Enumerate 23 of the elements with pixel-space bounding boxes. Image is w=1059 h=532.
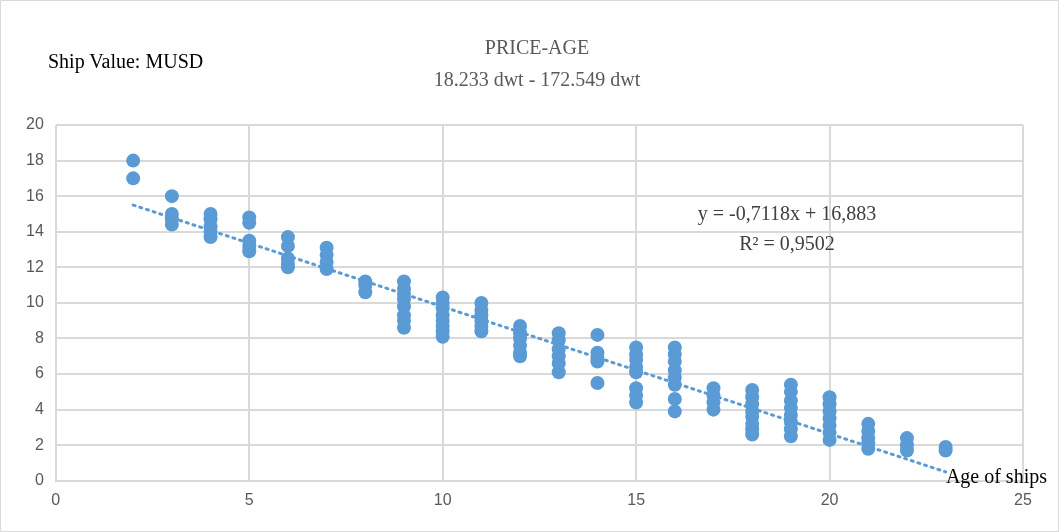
x-tick-label: 20 xyxy=(820,490,839,508)
y-tick-label: 14 xyxy=(26,222,44,240)
y-tick-label: 18 xyxy=(26,150,44,168)
x-tick-label: 15 xyxy=(627,490,646,508)
y-tick-label: 10 xyxy=(26,293,44,311)
y-tick-label: 8 xyxy=(34,328,44,346)
y-tick-label: 0 xyxy=(34,471,44,489)
y-tick-label: 2 xyxy=(34,435,44,453)
annotation: R² = 0,9502 xyxy=(739,232,835,254)
y-tick-label: 12 xyxy=(26,257,44,275)
y-tick-label: 6 xyxy=(34,364,44,382)
annotation: y = -0,7118x + 16,883 xyxy=(697,202,877,225)
y-tick-label: 20 xyxy=(26,115,44,133)
x-tick-label: 25 xyxy=(1014,490,1032,508)
x-tick-label: 5 xyxy=(244,490,254,508)
y-tick-label: 16 xyxy=(26,186,44,204)
x-axis-title: Age of ships xyxy=(945,464,1048,488)
y-axis-title: Ship Value: MUSD xyxy=(48,50,204,73)
x-tick-label: 0 xyxy=(51,490,61,508)
chart-subtitle: 18.233 dwt - 172.549 dwt xyxy=(433,68,641,90)
chart-title: PRICE-AGE xyxy=(484,36,590,58)
y-tick-label: 4 xyxy=(34,400,44,418)
x-tick-label: 10 xyxy=(433,490,452,508)
